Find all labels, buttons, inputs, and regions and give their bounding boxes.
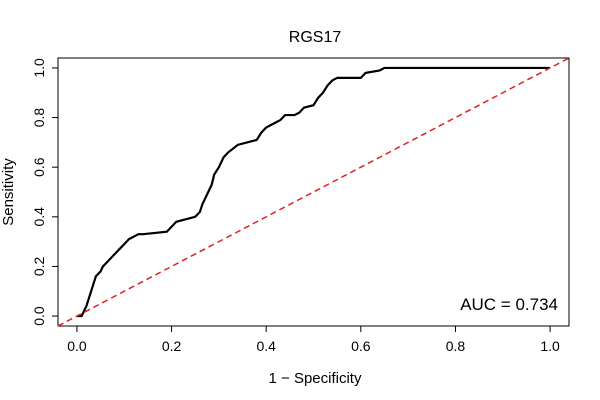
y-tick-label: 1.0: [31, 58, 47, 78]
y-tick-label: 0.4: [31, 207, 47, 227]
y-tick-label: 0.0: [31, 306, 47, 326]
x-axis-label: 1 − Specificity: [269, 370, 362, 387]
x-axis: 0.0 0.2 0.4 0.6 0.8 1.0: [67, 326, 560, 354]
chart-title: RGS17: [289, 29, 342, 46]
x-tick-label: 0.0: [67, 338, 87, 354]
y-tick-label: 0.6: [31, 157, 47, 177]
roc-curve-line: [76, 66, 551, 318]
auc-annotation: AUC = 0.734: [460, 295, 558, 314]
x-tick-label: 0.6: [351, 338, 371, 354]
y-axis-label: Sensitivity: [0, 158, 17, 226]
x-tick-label: 0.8: [446, 338, 466, 354]
x-tick-label: 0.4: [256, 338, 276, 354]
y-axis: 0.0 0.2 0.4 0.6 0.8 1.0: [31, 58, 58, 326]
series-layer: [57, 57, 570, 327]
y-tick-label: 0.8: [31, 108, 47, 128]
x-tick-label: 1.0: [540, 338, 560, 354]
x-tick-label: 0.2: [162, 338, 182, 354]
y-tick-label: 0.2: [31, 257, 47, 277]
reference-diagonal-line: [57, 57, 570, 327]
plot-frame: [57, 57, 570, 327]
